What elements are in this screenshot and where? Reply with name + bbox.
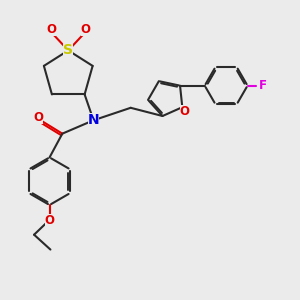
Text: O: O — [80, 23, 91, 36]
Text: S: S — [63, 44, 73, 57]
Text: O: O — [44, 214, 55, 226]
Text: N: N — [88, 113, 99, 127]
Text: O: O — [180, 105, 190, 118]
Text: O: O — [33, 111, 43, 124]
Text: O: O — [46, 23, 56, 36]
Text: F: F — [259, 79, 267, 92]
